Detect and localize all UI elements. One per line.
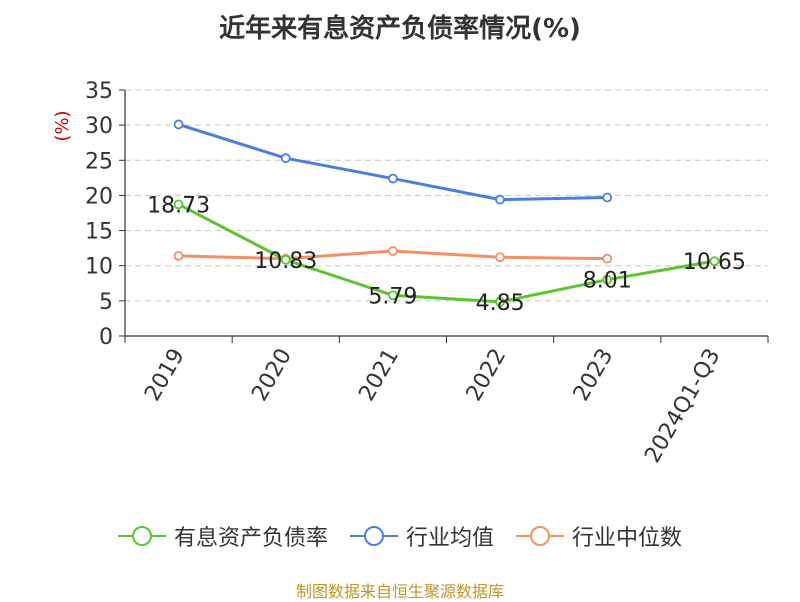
data-point [602,253,613,264]
x-tick-label: 2019 [140,345,190,406]
legend-marker [530,526,550,546]
data-point [709,256,720,267]
data-label: 18.73 [147,193,210,218]
data-point [173,119,184,130]
legend-swatch [516,526,564,546]
data-point [173,199,184,210]
legend-label: 行业均值 [405,526,494,551]
y-tick-label: 30 [85,114,113,139]
data-label: 5.79 [368,284,417,309]
data-point [602,274,613,285]
y-tick-label: 15 [85,220,113,245]
legend-label: 行业中位数 [572,526,683,551]
chart-title: 近年来有息资产负债率情况(%) [219,14,581,44]
y-tick-label: 5 [99,290,113,315]
data-point [280,254,291,265]
data-point [602,192,613,203]
legend: 有息资产负债率 行业均值 行业中位数 [0,520,800,552]
y-tick-label: 0 [99,325,113,350]
data-point [280,153,291,164]
x-tick-label: 2020 [247,345,297,406]
data-label: 10.65 [683,250,746,275]
legend-swatch [349,526,398,546]
series-line [178,123,608,202]
source-note: 制图数据来自恒生聚源数据库 [295,582,504,601]
data-point [495,252,505,263]
data-point [173,250,184,261]
y-tick-label: 10 [85,255,113,280]
data-point [495,297,505,307]
data-label: 8.01 [583,269,632,294]
x-tick-label: 2022 [462,345,512,406]
y-tick-label: 20 [85,184,113,209]
legend-marker [363,526,384,546]
y-axis-label: (%) [52,110,73,141]
data-point [388,173,398,184]
y-tick-label: 35 [85,79,113,104]
x-tick-label: 2024Q1-Q3 [640,345,725,468]
series-line [177,203,715,304]
data-point [495,194,505,205]
data-label: 4.85 [476,291,525,316]
data-point [388,246,398,256]
x-tick-label: 2021 [354,345,404,406]
y-tick-label: 25 [85,149,113,174]
legend-item[interactable]: 有息资产负债率 [117,520,328,552]
data-point [388,290,398,301]
x-tick-label: 2023 [569,345,619,406]
legend-item[interactable]: 行业均值 [349,520,494,552]
legend-swatch [117,526,166,546]
plot-area: 0 5 10 15 20 25 30 35 (%) 2019 2020 2021 2022 2023 202… [52,79,769,468]
legend-item[interactable]: 行业中位数 [516,520,682,552]
legend-label: 有息资产负债率 [173,526,328,551]
legend-marker [131,526,152,546]
data-label: 10.83 [254,249,317,274]
